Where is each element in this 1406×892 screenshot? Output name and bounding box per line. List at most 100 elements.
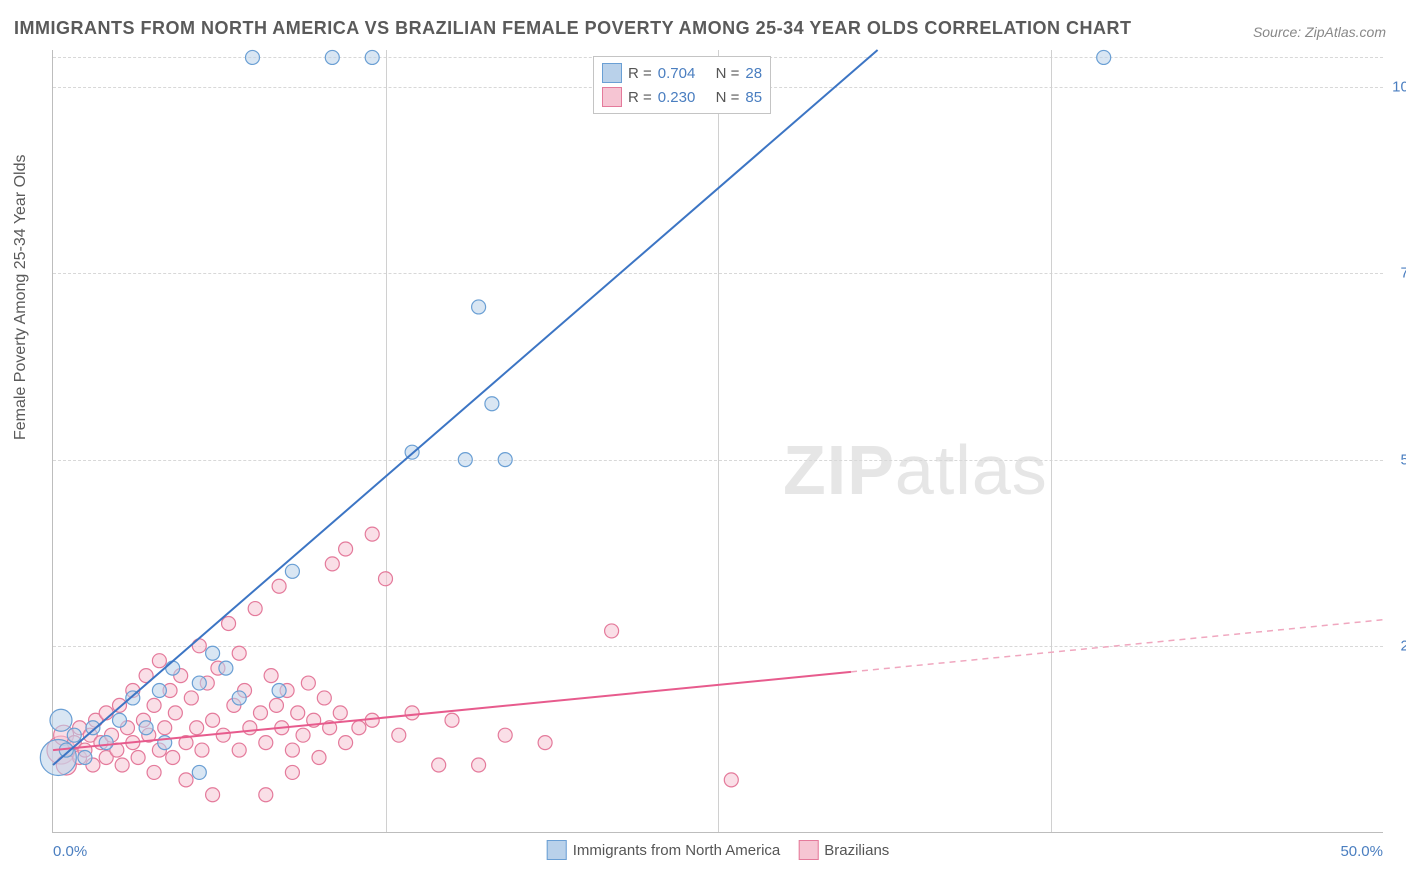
data-point <box>206 788 220 802</box>
y-tick-label: 25.0% <box>1388 637 1406 654</box>
data-point <box>115 758 129 772</box>
label-n: N = <box>716 65 740 82</box>
chart-title: IMMIGRANTS FROM NORTH AMERICA VS BRAZILI… <box>14 18 1132 39</box>
data-point <box>50 709 72 731</box>
source-attribution: Source: ZipAtlas.com <box>1253 24 1386 40</box>
data-point <box>312 751 326 765</box>
data-point <box>222 616 236 630</box>
data-point <box>147 765 161 779</box>
legend-label-blue: Immigrants from North America <box>573 842 781 859</box>
data-point <box>538 736 552 750</box>
label-n: N = <box>716 89 740 106</box>
data-point <box>131 751 145 765</box>
data-point <box>192 765 206 779</box>
data-point <box>139 721 153 735</box>
pink-r-value: 0.230 <box>658 89 696 106</box>
data-point <box>147 698 161 712</box>
y-axis-label: Female Poverty Among 25-34 Year Olds <box>12 155 30 441</box>
y-tick-label: 100.0% <box>1388 79 1406 96</box>
data-point <box>365 50 379 64</box>
x-tick-label: 0.0% <box>53 843 87 860</box>
data-point <box>152 683 166 697</box>
data-point <box>184 691 198 705</box>
data-point <box>195 743 209 757</box>
data-point <box>269 698 283 712</box>
data-point <box>339 736 353 750</box>
legend-item-blue: Immigrants from North America <box>547 840 781 860</box>
data-point <box>152 654 166 668</box>
series-legend: Immigrants from North America Brazilians <box>547 840 890 860</box>
correlation-legend: R = 0.704 N = 28 R = 0.230 N = 85 <box>593 56 771 114</box>
data-point <box>192 639 206 653</box>
data-point <box>192 676 206 690</box>
data-point <box>339 542 353 556</box>
data-point <box>472 300 486 314</box>
data-point <box>158 721 172 735</box>
y-tick-label: 50.0% <box>1388 451 1406 468</box>
data-point <box>113 713 127 727</box>
swatch-blue <box>602 63 622 83</box>
data-point <box>285 765 299 779</box>
data-point <box>352 721 366 735</box>
data-point <box>1097 50 1111 64</box>
data-point <box>166 751 180 765</box>
data-point <box>365 527 379 541</box>
data-point <box>272 579 286 593</box>
data-point <box>272 683 286 697</box>
data-point <box>179 773 193 787</box>
data-point <box>301 676 315 690</box>
x-tick-label: 50.0% <box>1340 843 1383 860</box>
data-point <box>285 564 299 578</box>
data-point <box>206 646 220 660</box>
data-point <box>86 721 100 735</box>
swatch-blue <box>547 840 567 860</box>
data-point <box>458 453 472 467</box>
data-point <box>325 557 339 571</box>
swatch-pink <box>798 840 818 860</box>
label-r: R = <box>628 65 652 82</box>
data-point <box>405 706 419 720</box>
data-point <box>291 706 305 720</box>
blue-n-value: 28 <box>745 65 762 82</box>
data-point <box>248 602 262 616</box>
data-point <box>216 728 230 742</box>
scatter-canvas <box>53 50 1383 832</box>
blue-r-value: 0.704 <box>658 65 696 82</box>
data-point <box>264 669 278 683</box>
data-point <box>392 728 406 742</box>
data-point <box>78 751 92 765</box>
data-point <box>126 691 140 705</box>
swatch-pink <box>602 87 622 107</box>
data-point <box>605 624 619 638</box>
data-point <box>219 661 233 675</box>
data-point <box>498 728 512 742</box>
data-point <box>243 721 257 735</box>
plot-area: ZIPatlas 25.0%50.0%75.0%100.0%0.0%50.0% … <box>52 50 1383 833</box>
data-point <box>259 788 273 802</box>
data-point <box>379 572 393 586</box>
legend-item-pink: Brazilians <box>798 840 889 860</box>
data-point <box>432 758 446 772</box>
data-point <box>232 691 246 705</box>
data-point <box>190 721 204 735</box>
data-point <box>498 453 512 467</box>
data-point <box>166 661 180 675</box>
data-point <box>317 691 331 705</box>
y-tick-label: 75.0% <box>1388 265 1406 282</box>
data-point <box>325 50 339 64</box>
legend-row-blue: R = 0.704 N = 28 <box>602 61 762 85</box>
pink-n-value: 85 <box>745 89 762 106</box>
data-point <box>333 706 347 720</box>
data-point <box>232 646 246 660</box>
legend-label-pink: Brazilians <box>824 842 889 859</box>
data-point <box>232 743 246 757</box>
data-point <box>472 758 486 772</box>
data-point <box>285 743 299 757</box>
data-point <box>445 713 459 727</box>
data-point <box>246 50 260 64</box>
data-point <box>206 713 220 727</box>
label-r: R = <box>628 89 652 106</box>
data-point <box>365 713 379 727</box>
data-point <box>253 706 267 720</box>
data-point <box>724 773 738 787</box>
